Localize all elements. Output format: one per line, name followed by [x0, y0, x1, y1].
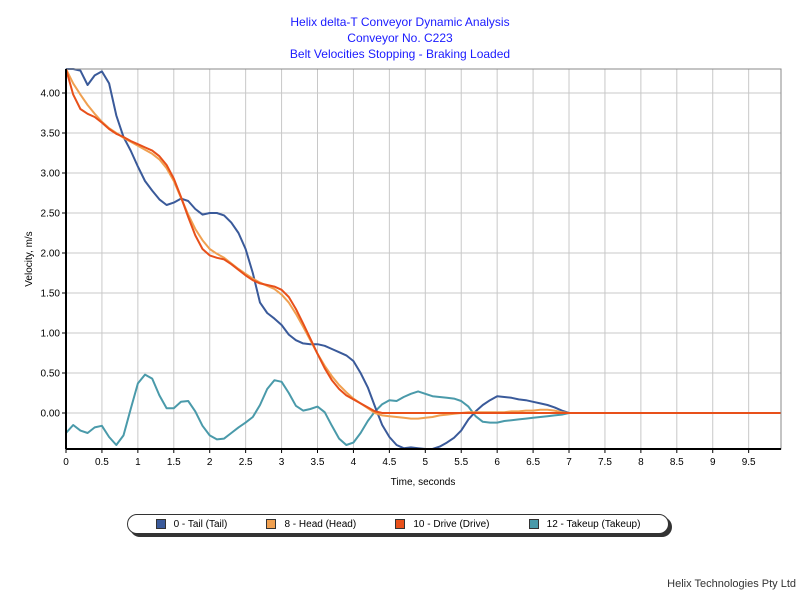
- chart-title-line-3: Belt Velocities Stopping - Braking Loade…: [289, 47, 511, 61]
- x-tick-label: 3.5: [311, 457, 325, 468]
- x-axis-title: Time, seconds: [391, 477, 456, 488]
- series-line-takeup: [65, 373, 781, 446]
- x-tick-label: 0: [63, 457, 69, 468]
- series-layer: [65, 68, 781, 450]
- grid: [66, 69, 781, 449]
- y-tick-label: 0.00: [41, 409, 61, 420]
- y-tick-label: 4.00: [41, 89, 61, 100]
- y-tick-label: 2.00: [41, 249, 61, 260]
- footer-company: Helix Technologies Pty Ltd: [667, 578, 796, 590]
- y-axis-ticks: 0.00 0.50 1.00 1.50 2.00 2.50 3.00 3.50 4.00: [41, 89, 66, 420]
- legend-item-drive[interactable]: 10 - Drive (Drive): [395, 519, 489, 530]
- legend-item-head[interactable]: 8 - Head (Head): [266, 519, 356, 530]
- x-tick-label: 9: [710, 457, 716, 468]
- legend-swatch-head: [266, 519, 277, 529]
- chart-title-line-2: Conveyor No. C223: [347, 31, 453, 45]
- legend-item-takeup[interactable]: 12 - Takeup (Takeup): [528, 518, 641, 530]
- y-tick-label: 3.50: [41, 129, 61, 140]
- legend-label-head: 8 - Head (Head): [284, 518, 357, 530]
- x-tick-label: 6: [494, 457, 500, 468]
- legend-label-tail: 0 - Tail (Tail): [173, 518, 228, 530]
- y-tick-label: 2.50: [41, 209, 61, 220]
- x-tick-label: 8: [638, 457, 644, 468]
- x-tick-label: 4.5: [382, 457, 396, 468]
- series-line-tail: [66, 68, 781, 450]
- x-axis-ticks: 0 0.5 1 1.5 2 2.5 3 3.5 4 4.5 5 5.5 6 6.5 7 7.5 8 8.5 9 9.5: [63, 449, 756, 468]
- x-tick-label: 1.5: [167, 457, 181, 468]
- x-tick-label: 7: [566, 457, 572, 468]
- chart-title-line-1: Helix delta-T Conveyor Dynamic Analysis: [290, 15, 510, 29]
- x-tick-label: 0.5: [95, 457, 109, 468]
- x-tick-label: 3: [279, 457, 285, 468]
- chart-area: 0 0.5 1 1.5 2 2.5 3 3.5 4 4.5 5 5.5 6 6.5 7 7.5 8 8.5 9 9.5…: [24, 68, 782, 488]
- x-tick-label: 9.5: [742, 457, 756, 468]
- legend-label-takeup: 12 - Takeup (Takeup): [546, 518, 641, 530]
- legend-swatch-takeup: [528, 519, 539, 529]
- legend-label-drive: 10 - Drive (Drive): [413, 518, 490, 530]
- legend-swatch-drive: [395, 519, 406, 529]
- x-tick-label: 8.5: [670, 457, 684, 468]
- x-tick-label: 2: [207, 457, 213, 468]
- plot-frame: [65, 68, 782, 450]
- y-axis-title: Velocity, m/s: [24, 231, 35, 286]
- legend-swatch-tail: [155, 519, 166, 529]
- y-tick-label: 1.00: [41, 329, 61, 340]
- y-tick-label: 1.50: [41, 289, 61, 300]
- x-tick-label: 7.5: [598, 457, 612, 468]
- y-tick-label: 3.00: [41, 169, 61, 180]
- legend-item-tail[interactable]: 0 - Tail (Tail): [155, 518, 228, 530]
- x-tick-label: 4: [351, 457, 357, 468]
- series-line-head: [65, 68, 781, 420]
- x-tick-label: 1: [135, 457, 141, 468]
- chart-title: Helix delta-T Conveyor Dynamic Analysis …: [0, 14, 800, 62]
- x-tick-label: 2.5: [239, 457, 253, 468]
- y-tick-label: 0.50: [41, 369, 61, 380]
- x-tick-label: 6.5: [526, 457, 540, 468]
- series-line-drive: [65, 68, 781, 414]
- x-tick-label: 5.5: [454, 457, 468, 468]
- legend: 0 - Tail (Tail) 8 - Head (Head) 10 - Dri…: [127, 514, 669, 534]
- x-tick-label: 5: [423, 457, 429, 468]
